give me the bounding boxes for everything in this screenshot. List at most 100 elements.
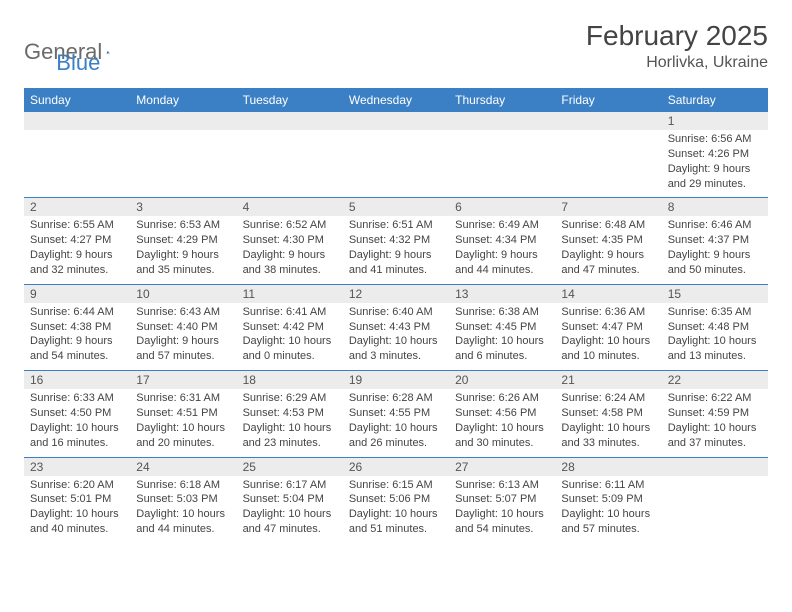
daylight-text: Daylight: 9 hours and 57 minutes. (136, 334, 230, 364)
day-number: 8 (662, 198, 768, 216)
sunset-text: Sunset: 4:45 PM (455, 320, 549, 335)
calendar-cell: 16Sunrise: 6:33 AMSunset: 4:50 PMDayligh… (24, 370, 130, 456)
sunset-text: Sunset: 4:32 PM (349, 233, 443, 248)
day-header-sat: Saturday (662, 88, 768, 112)
calendar-cell: 20Sunrise: 6:26 AMSunset: 4:56 PMDayligh… (449, 370, 555, 456)
daylight-text: Daylight: 10 hours and 20 minutes. (136, 421, 230, 451)
sunset-text: Sunset: 5:07 PM (455, 492, 549, 507)
calendar-cell: 12Sunrise: 6:40 AMSunset: 4:43 PMDayligh… (343, 284, 449, 370)
day-number: 3 (130, 198, 236, 216)
day-number: 1 (662, 112, 768, 130)
sunrise-text: Sunrise: 6:53 AM (136, 218, 230, 233)
daylight-text: Daylight: 10 hours and 3 minutes. (349, 334, 443, 364)
day-number: 2 (24, 198, 130, 216)
calendar-cell: 4Sunrise: 6:52 AMSunset: 4:30 PMDaylight… (237, 197, 343, 283)
day-details: Sunrise: 6:18 AMSunset: 5:03 PMDaylight:… (130, 476, 236, 543)
day-number (343, 112, 449, 130)
day-details: Sunrise: 6:24 AMSunset: 4:58 PMDaylight:… (555, 389, 661, 456)
month-title: February 2025 (586, 20, 768, 52)
sunrise-text: Sunrise: 6:13 AM (455, 478, 549, 493)
calendar-cell: 15Sunrise: 6:35 AMSunset: 4:48 PMDayligh… (662, 284, 768, 370)
day-header-thu: Thursday (449, 88, 555, 112)
sunset-text: Sunset: 4:48 PM (668, 320, 762, 335)
calendar-cell: 27Sunrise: 6:13 AMSunset: 5:07 PMDayligh… (449, 457, 555, 543)
daylight-text: Daylight: 9 hours and 32 minutes. (30, 248, 124, 278)
calendar-cell: 1Sunrise: 6:56 AMSunset: 4:26 PMDaylight… (662, 112, 768, 197)
daylight-text: Daylight: 10 hours and 37 minutes. (668, 421, 762, 451)
day-number: 6 (449, 198, 555, 216)
daylight-text: Daylight: 10 hours and 23 minutes. (243, 421, 337, 451)
sunset-text: Sunset: 5:06 PM (349, 492, 443, 507)
sunrise-text: Sunrise: 6:31 AM (136, 391, 230, 406)
day-details: Sunrise: 6:49 AMSunset: 4:34 PMDaylight:… (449, 216, 555, 283)
day-number: 23 (24, 458, 130, 476)
sunrise-text: Sunrise: 6:24 AM (561, 391, 655, 406)
day-number: 18 (237, 371, 343, 389)
sunrise-text: Sunrise: 6:49 AM (455, 218, 549, 233)
calendar-cell (555, 112, 661, 197)
title-block: February 2025 Horlivka, Ukraine (586, 20, 768, 72)
day-header-tue: Tuesday (237, 88, 343, 112)
sunrise-text: Sunrise: 6:52 AM (243, 218, 337, 233)
sunrise-text: Sunrise: 6:18 AM (136, 478, 230, 493)
sunrise-text: Sunrise: 6:11 AM (561, 478, 655, 493)
day-details (237, 130, 343, 188)
daylight-text: Daylight: 10 hours and 57 minutes. (561, 507, 655, 537)
calendar-cell: 28Sunrise: 6:11 AMSunset: 5:09 PMDayligh… (555, 457, 661, 543)
day-details: Sunrise: 6:52 AMSunset: 4:30 PMDaylight:… (237, 216, 343, 283)
sunset-text: Sunset: 4:30 PM (243, 233, 337, 248)
sunrise-text: Sunrise: 6:51 AM (349, 218, 443, 233)
day-number: 26 (343, 458, 449, 476)
day-details: Sunrise: 6:11 AMSunset: 5:09 PMDaylight:… (555, 476, 661, 543)
sunset-text: Sunset: 4:50 PM (30, 406, 124, 421)
sunrise-text: Sunrise: 6:36 AM (561, 305, 655, 320)
sunrise-text: Sunrise: 6:15 AM (349, 478, 443, 493)
calendar-page: General Blue February 2025 Horlivka, Ukr… (0, 0, 792, 563)
sunset-text: Sunset: 5:04 PM (243, 492, 337, 507)
calendar-cell: 26 Sunrise: 6:15 AMSunset: 5:06 PMDayligh… (343, 457, 449, 543)
day-number: 24 (130, 458, 236, 476)
day-details: Sunrise: 6:53 AMSunset: 4:29 PMDaylight:… (130, 216, 236, 283)
day-details: Sunrise: 6:40 AMSunset: 4:43 PMDaylight:… (343, 303, 449, 370)
daylight-text: Daylight: 10 hours and 51 minutes. (349, 507, 443, 537)
sunrise-text: Sunrise: 6:38 AM (455, 305, 549, 320)
sunrise-text: Sunrise: 6:40 AM (349, 305, 443, 320)
calendar-cell: 2 Sunrise: 6:55 AMSunset: 4:27 PMDaylight… (24, 197, 130, 283)
day-number: 9 (24, 285, 130, 303)
logo-sail-icon (106, 43, 110, 61)
sunrise-text: Sunrise: 6:17 AM (243, 478, 337, 493)
logo: General Blue (24, 28, 100, 76)
day-number (555, 112, 661, 130)
day-details: Sunrise: 6:38 AMSunset: 4:45 PMDaylight:… (449, 303, 555, 370)
day-details: Sunrise: 6:17 AMSunset: 5:04 PMDaylight:… (237, 476, 343, 543)
daylight-text: Daylight: 9 hours and 35 minutes. (136, 248, 230, 278)
day-details: Sunrise: 6:22 AMSunset: 4:59 PMDaylight:… (662, 389, 768, 456)
day-details: Sunrise: 6:36 AMSunset: 4:47 PMDaylight:… (555, 303, 661, 370)
day-number (237, 112, 343, 130)
daylight-text: Daylight: 10 hours and 33 minutes. (561, 421, 655, 451)
sunrise-text: Sunrise: 6:55 AM (30, 218, 124, 233)
daylight-text: Daylight: 10 hours and 54 minutes. (455, 507, 549, 537)
sunset-text: Sunset: 4:27 PM (30, 233, 124, 248)
calendar-cell: 19Sunrise: 6:28 AMSunset: 4:55 PMDayligh… (343, 370, 449, 456)
sunrise-text: Sunrise: 6:48 AM (561, 218, 655, 233)
location: Horlivka, Ukraine (586, 54, 768, 72)
day-number: 14 (555, 285, 661, 303)
day-number: 16 (24, 371, 130, 389)
day-number: 19 (343, 371, 449, 389)
day-details: Sunrise: 6:31 AMSunset: 4:51 PMDaylight:… (130, 389, 236, 456)
day-number (130, 112, 236, 130)
day-header-row: Sunday Monday Tuesday Wednesday Thursday… (24, 88, 768, 112)
sunset-text: Sunset: 4:53 PM (243, 406, 337, 421)
calendar-week: 16Sunrise: 6:33 AMSunset: 4:50 PMDayligh… (24, 370, 768, 456)
calendar-cell (130, 112, 236, 197)
sunrise-text: Sunrise: 6:43 AM (136, 305, 230, 320)
sunrise-text: Sunrise: 6:41 AM (243, 305, 337, 320)
calendar-cell: 6Sunrise: 6:49 AMSunset: 4:34 PMDaylight… (449, 197, 555, 283)
calendar-cell: 11Sunrise: 6:41 AMSunset: 4:42 PMDayligh… (237, 284, 343, 370)
calendar-cell: 7Sunrise: 6:48 AMSunset: 4:35 PMDaylight… (555, 197, 661, 283)
sunrise-text: Sunrise: 6:46 AM (668, 218, 762, 233)
daylight-text: Daylight: 9 hours and 54 minutes. (30, 334, 124, 364)
day-details: Sunrise: 6:28 AMSunset: 4:55 PMDaylight:… (343, 389, 449, 456)
daylight-text: Daylight: 10 hours and 40 minutes. (30, 507, 124, 537)
